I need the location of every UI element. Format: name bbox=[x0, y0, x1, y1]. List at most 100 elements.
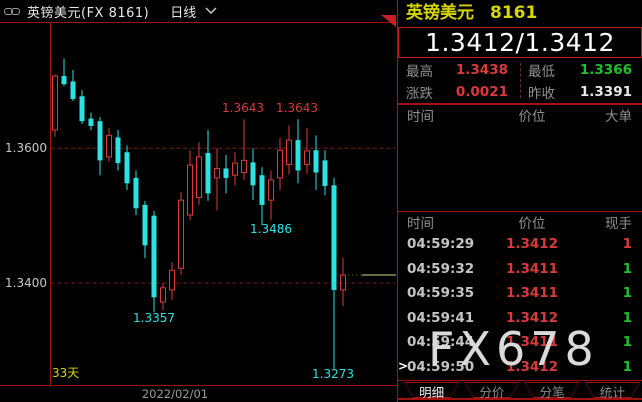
daily-stats-grid: 最高 1.3438 最低 1.3366 涨跌 0.0021 昨收 1.3391 bbox=[398, 58, 642, 104]
stat-value-high: 1.3438 bbox=[455, 62, 508, 78]
tick-row: 04:59:44 1.3411 1 bbox=[398, 330, 642, 355]
tab-label: 分笔 bbox=[539, 385, 565, 400]
tick-row: 04:59:29 1.3412 1 bbox=[398, 232, 642, 257]
tab-label: 分价 bbox=[479, 385, 505, 400]
chain-link-icon[interactable] bbox=[4, 6, 20, 17]
candle-body bbox=[340, 274, 346, 291]
tick-time: 04:59:41 bbox=[407, 309, 475, 326]
tick-time: 04:59:32 bbox=[407, 260, 475, 277]
quote-symbol: 英镑美元 bbox=[406, 3, 474, 23]
big-orders-header: 时间 价位 大单 bbox=[398, 104, 642, 125]
tab-face bbox=[526, 383, 579, 397]
candle-body bbox=[250, 162, 256, 186]
panel-tabbar: 明细 分价 分笔 统计 bbox=[398, 380, 642, 400]
header-price: 价位 bbox=[518, 109, 546, 125]
candle-body bbox=[97, 121, 103, 161]
header-time: 时间 bbox=[407, 109, 434, 125]
tick-row: 04:59:35 1.3411 1 bbox=[398, 281, 642, 306]
candle-body bbox=[169, 269, 175, 291]
quote-pane: 英镑美元 8161 1.3412/1.3412 最高 1.3438 最低 1.33… bbox=[397, 0, 642, 402]
tick-row: 04:59:41 1.3412 1 bbox=[398, 306, 642, 331]
candle-body bbox=[160, 287, 166, 303]
current-row-marker: > bbox=[398, 358, 409, 373]
tab-label: 明细 bbox=[419, 385, 445, 400]
instrument-title: 英镑美元(FX 8161) bbox=[27, 5, 150, 21]
candle-body bbox=[196, 156, 202, 198]
candle-body bbox=[187, 164, 193, 216]
candle-body bbox=[322, 160, 328, 186]
tick-list[interactable]: 04:59:29 1.3412 1 04:59:32 1.3411 1 04:59:35 1.… bbox=[398, 232, 642, 379]
tick-time: 04:59:44 bbox=[407, 334, 475, 351]
candle-body bbox=[205, 152, 211, 194]
candle-body bbox=[277, 149, 283, 179]
tick-price: 1.3412 bbox=[505, 358, 559, 375]
candle-body bbox=[286, 139, 292, 165]
stat-label-low: 最低 bbox=[528, 64, 555, 80]
candle-body bbox=[313, 150, 319, 173]
tick-price: 1.3412 bbox=[505, 309, 559, 326]
period-selector[interactable]: 日线 bbox=[170, 5, 197, 21]
tick-volume: 1 bbox=[622, 358, 632, 375]
candle-body bbox=[178, 199, 184, 269]
stat-value-low: 1.3366 bbox=[579, 62, 632, 78]
y-axis-tick-label: 1.3600 bbox=[5, 141, 47, 155]
chart-pane: 英镑美元(FX 8161) 日线 1.3600 1.3400 1.3643 1.364… bbox=[0, 0, 397, 402]
candle-body bbox=[241, 159, 247, 174]
candle-body bbox=[304, 150, 310, 165]
candle-body bbox=[295, 140, 301, 171]
tick-list-header: 时间 价位 现手 bbox=[398, 211, 642, 232]
stat-label-high: 最高 bbox=[406, 64, 433, 80]
candle-body bbox=[106, 134, 112, 158]
tick-volume: 1 bbox=[622, 285, 632, 302]
candle-body bbox=[88, 118, 94, 126]
candle-body bbox=[268, 179, 274, 201]
chart-titlebar: 英镑美元(FX 8161) 日线 bbox=[0, 0, 397, 22]
candle-body bbox=[232, 162, 238, 176]
candlestick-chart[interactable]: 1.3600 1.3400 1.3643 1.3643 1.3486 1.3357 1.32… bbox=[0, 0, 397, 402]
price-annotation: 1.3273 bbox=[312, 367, 354, 381]
tab-face bbox=[405, 383, 458, 397]
candle-body bbox=[79, 96, 85, 122]
tick-volume: 1 bbox=[622, 309, 632, 326]
tick-price: 1.3411 bbox=[505, 285, 559, 302]
tab-price-split[interactable]: 分价 bbox=[464, 382, 519, 400]
header-price: 价位 bbox=[518, 216, 546, 232]
header-bigorder: 大单 bbox=[605, 109, 632, 125]
tick-row: 04:59:32 1.3411 1 bbox=[398, 257, 642, 282]
tick-volume: 1 bbox=[622, 236, 632, 253]
candle-body bbox=[115, 137, 121, 164]
candle-body bbox=[52, 75, 58, 131]
tab-detail[interactable]: 明细 bbox=[404, 382, 459, 400]
candle-body bbox=[331, 185, 337, 290]
big-orders-empty-list bbox=[398, 125, 642, 211]
candle-body bbox=[214, 167, 220, 179]
tick-price: 1.3411 bbox=[505, 260, 559, 277]
tick-time: 04:59:29 bbox=[407, 236, 475, 253]
visible-days-label: 33天 bbox=[52, 366, 79, 380]
stat-label-prevclose: 昨收 bbox=[528, 86, 555, 102]
tab-stats[interactable]: 统计 bbox=[585, 382, 640, 400]
candle-body bbox=[133, 177, 139, 209]
candle-body bbox=[142, 204, 148, 246]
candle-body bbox=[70, 81, 76, 99]
chevron-down-icon[interactable] bbox=[205, 7, 217, 15]
tab-face bbox=[465, 383, 518, 397]
quote-symbol-header: 英镑美元 8161 bbox=[398, 0, 642, 27]
header-lots: 现手 bbox=[605, 216, 632, 232]
price-annotation: 1.3643 bbox=[222, 101, 264, 115]
tick-price: 1.3411 bbox=[505, 334, 559, 351]
y-axis-tick-label: 1.3400 bbox=[5, 276, 47, 290]
stat-value-prevclose: 1.3391 bbox=[579, 84, 632, 100]
price-annotation: 1.3486 bbox=[250, 222, 292, 236]
stat-label-change: 涨跌 bbox=[406, 86, 433, 102]
tick-row: >04:59:50 1.3412 1 bbox=[398, 355, 642, 380]
tab-trades[interactable]: 分笔 bbox=[525, 382, 580, 400]
stat-value-change: 0.0021 bbox=[455, 84, 508, 100]
candle-body bbox=[151, 215, 157, 298]
tick-time: 04:59:35 bbox=[407, 285, 475, 302]
quote-code: 8161 bbox=[490, 3, 538, 23]
candle-body bbox=[259, 175, 265, 205]
tab-label: 统计 bbox=[599, 385, 625, 400]
price-annotation: 1.3643 bbox=[276, 101, 318, 115]
